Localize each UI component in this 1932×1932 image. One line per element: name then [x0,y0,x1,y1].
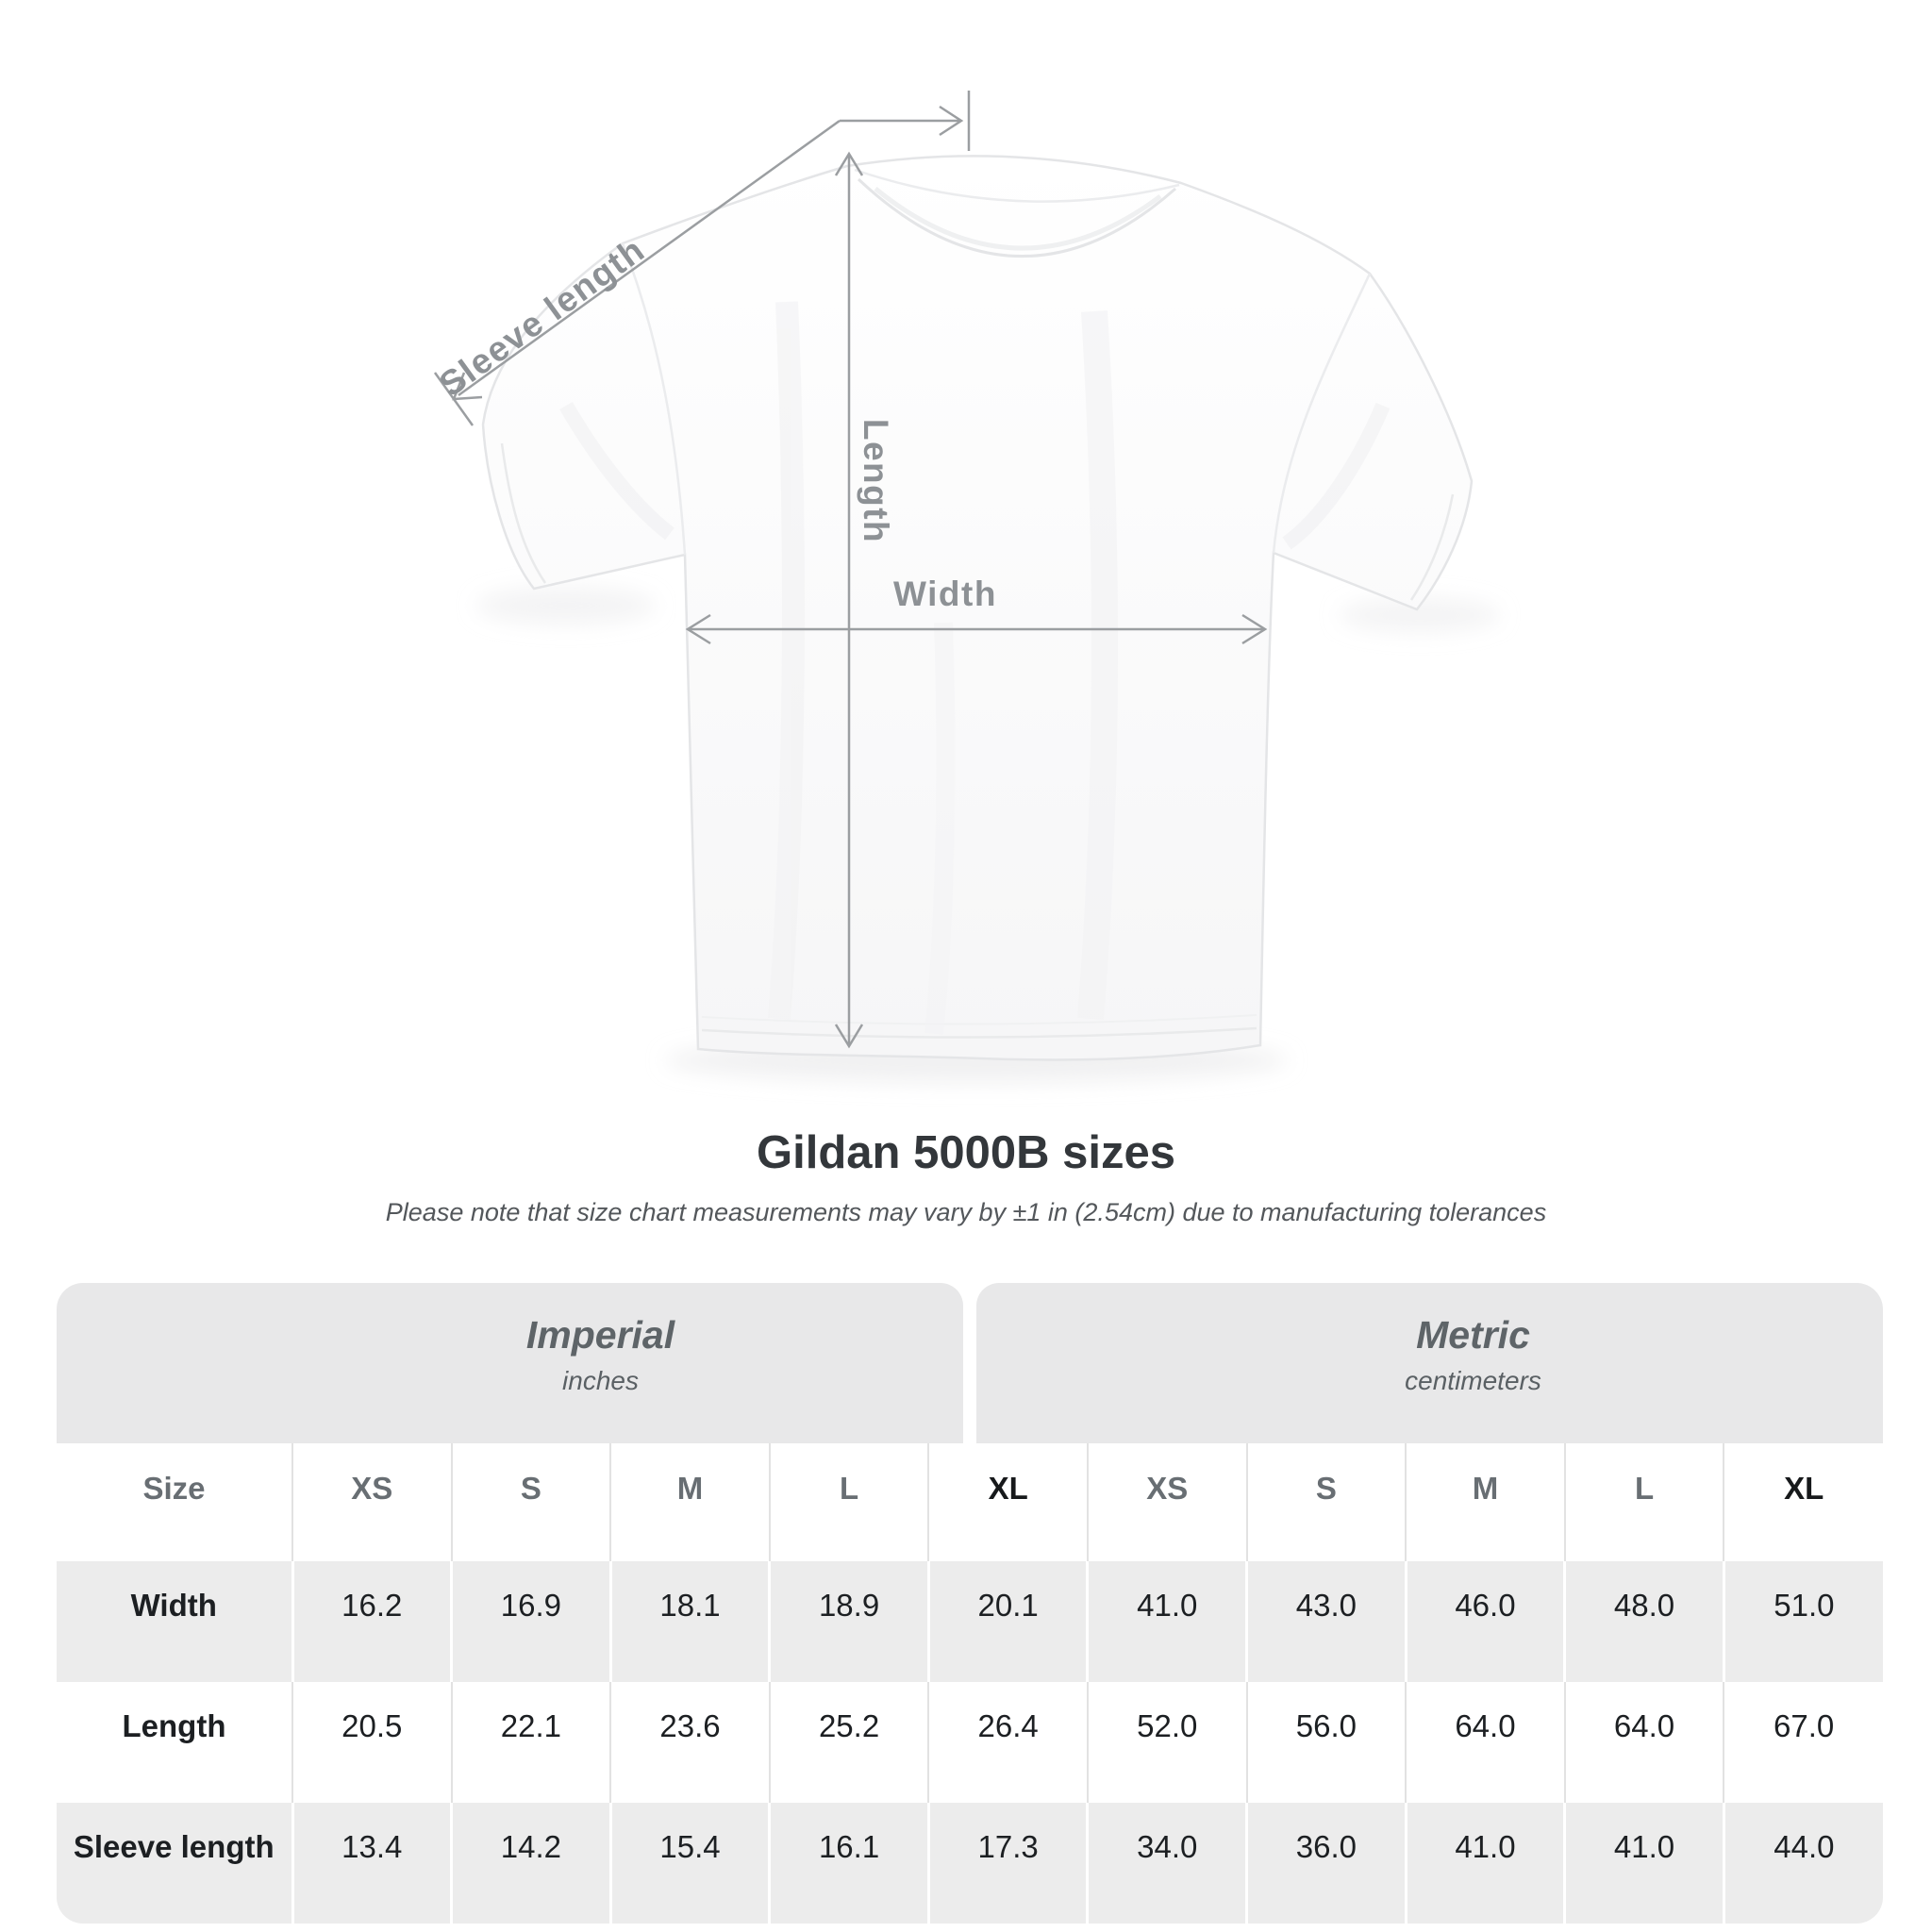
value-cell: 41.0 [1564,1803,1725,1924]
column-header-imperial-xs: XS [292,1443,453,1561]
row-label-sleeve-length: Sleeve length [57,1803,294,1924]
imperial-title: Imperial [525,1313,675,1357]
column-header-imperial-s: S [451,1443,612,1561]
value-cell: 36.0 [1246,1803,1407,1924]
table-row-width: Width 16.2 16.9 18.1 18.9 20.1 41.0 43.0… [57,1561,1883,1682]
column-header-imperial-l: L [769,1443,930,1561]
value-cell: 34.0 [1087,1803,1249,1924]
value-cell: 20.1 [928,1561,1090,1682]
imperial-subtitle: inches [562,1366,639,1395]
value-cell: 23.6 [610,1682,771,1803]
collar-back-edge [854,168,1180,203]
metric-header: Metric centimeters [976,1283,1883,1443]
table-row-length: Length 20.5 22.1 23.6 25.2 26.4 52.0 56.… [57,1682,1883,1803]
metric-title: Metric [1416,1313,1530,1357]
column-header-imperial-m: M [610,1443,771,1561]
tshirt-measurement-diagram: Sleeve length Length Width [432,91,1500,1083]
imperial-header: Imperial inches [57,1283,963,1443]
value-cell: 46.0 [1406,1561,1567,1682]
tshirt-body [481,155,1474,1061]
measurement-lines [433,91,1268,1049]
value-cell: 48.0 [1564,1561,1725,1682]
value-cell: 16.9 [451,1561,612,1682]
hem-stitch [701,1026,1257,1039]
tshirt-illustration [481,155,1474,1061]
collar-seam [857,177,1176,258]
tolerance-note: Please note that size chart measurements… [385,1198,1547,1226]
column-header-size: Size [57,1443,293,1561]
length-label: Length [857,419,895,543]
column-header-metric-xl: XL [1724,1443,1883,1561]
value-cell: 22.1 [451,1682,612,1803]
table-row-sleeve-length: Sleeve length 13.4 14.2 15.4 16.1 17.3 3… [57,1803,1883,1924]
value-cell: 43.0 [1246,1561,1407,1682]
sleeve-length-arrow [433,105,964,426]
value-cell: 25.2 [769,1682,930,1803]
width-arrow [685,613,1268,645]
column-header-metric-m: M [1406,1443,1566,1561]
value-cell: 26.4 [928,1682,1089,1803]
column-header-imperial-xl: XL [928,1443,1089,1561]
value-cell: 18.1 [610,1561,772,1682]
value-cell: 16.2 [292,1561,454,1682]
value-cell: 64.0 [1406,1682,1566,1803]
metric-subtitle: centimeters [1405,1366,1541,1395]
size-measurements-table: Size XS S M L XL XS S M L XL Width 16.2 [57,1443,1883,1924]
column-header-metric-s: S [1246,1443,1407,1561]
right-sleeve-seam [1272,273,1372,554]
value-cell: 52.0 [1087,1682,1248,1803]
sleeve-end-tick [433,372,475,426]
value-cell: 56.0 [1246,1682,1407,1803]
value-cell: 16.1 [769,1803,930,1924]
value-cell: 41.0 [1087,1561,1249,1682]
value-cell: 18.9 [769,1561,930,1682]
page-title: Gildan 5000B sizes [757,1127,1175,1178]
row-label-width: Width [57,1561,294,1682]
unit-header-band: Imperial inches Metric centimeters [57,1283,1883,1443]
value-cell: 14.2 [451,1803,612,1924]
column-header-metric-xs: XS [1087,1443,1248,1561]
collar-inner-shade [874,187,1162,251]
value-cell: 15.4 [610,1803,772,1924]
value-cell: 13.4 [292,1803,454,1924]
value-cell: 51.0 [1724,1561,1883,1682]
value-cell: 17.3 [928,1803,1090,1924]
row-label-length: Length [57,1682,293,1803]
left-sleeve-seam [621,242,687,556]
width-label: Width [893,575,997,613]
value-cell: 41.0 [1406,1803,1567,1924]
fabric-folds [559,301,1391,1036]
size-header-row: Size XS S M L XL XS S M L XL [57,1443,1883,1561]
column-header-metric-l: L [1564,1443,1725,1561]
size-table: Imperial inches Metric centimeters Size [57,1283,1883,1924]
value-cell: 64.0 [1564,1682,1725,1803]
value-cell: 20.5 [292,1682,453,1803]
hem-stitch-upper [701,1014,1257,1025]
left-cuff-stitch [500,442,547,584]
right-cuff-stitch [1409,493,1455,601]
length-arrow [834,151,864,1049]
value-cell: 67.0 [1724,1682,1883,1803]
value-cell: 44.0 [1724,1803,1883,1924]
